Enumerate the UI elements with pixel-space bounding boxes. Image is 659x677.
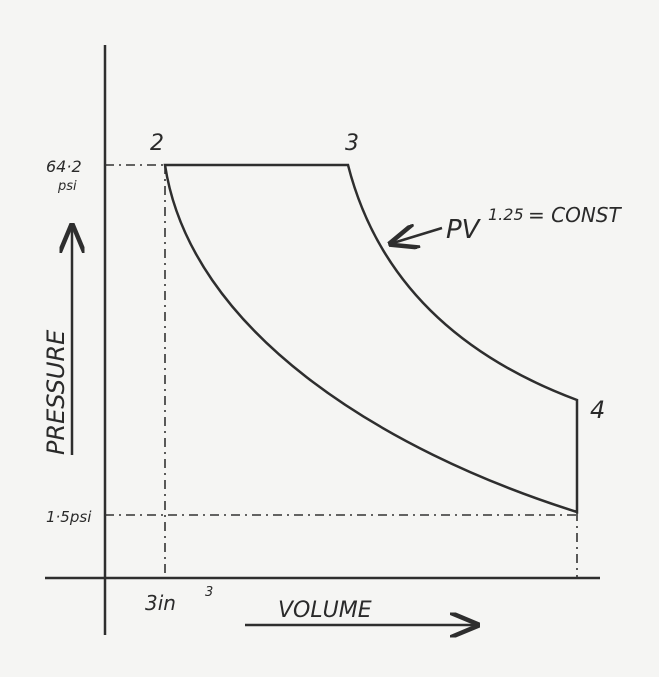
equation: PV	[446, 215, 482, 245]
cycle	[163, 163, 579, 514]
volume-value: 3in	[145, 591, 176, 615]
axis-title: VOLUME	[278, 598, 372, 623]
point-label: 4	[590, 396, 605, 424]
pointer-arrow	[393, 228, 443, 243]
guide-lines	[105, 164, 578, 578]
point-label: 3	[345, 131, 359, 156]
point-label: 2	[150, 131, 164, 156]
pressure-value: 1·5psi	[46, 508, 92, 526]
pressure-value: 64·2	[46, 157, 82, 176]
volume-exponent: 3	[205, 585, 213, 600]
equation: = CONST	[528, 203, 622, 227]
axis-title: PRESSURE	[42, 329, 70, 455]
equation-exponent: 1.25	[488, 205, 524, 224]
pressure-unit: psi	[57, 179, 77, 194]
